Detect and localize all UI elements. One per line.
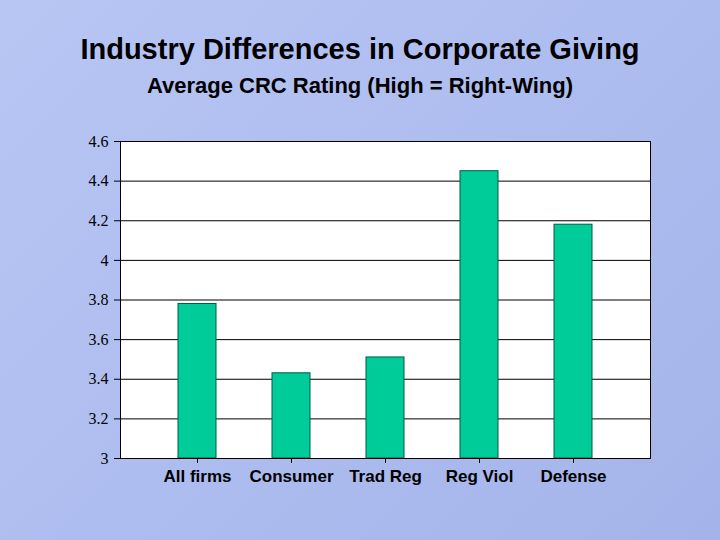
svg-text:4.6: 4.6	[89, 133, 109, 150]
svg-text:Defense: Defense	[540, 467, 606, 486]
svg-text:3.2: 3.2	[89, 410, 109, 427]
svg-text:All firms: All firms	[163, 467, 231, 486]
svg-text:3.4: 3.4	[89, 370, 109, 387]
svg-text:3.6: 3.6	[89, 331, 109, 348]
svg-text:4.2: 4.2	[89, 212, 109, 229]
svg-text:3: 3	[101, 450, 109, 467]
svg-text:Consumer: Consumer	[249, 467, 333, 486]
html-text:Industry Differences in Corpor: Industry Differences in Corporate Giving	[80, 33, 640, 65]
svg-text:4: 4	[101, 251, 109, 268]
svg-text:3.8: 3.8	[89, 291, 109, 308]
svg-text:4.4: 4.4	[89, 172, 109, 189]
svg-text:Trad Reg: Trad Reg	[349, 467, 422, 486]
html-text:Average CRC Rating (High = Rig: Average CRC Rating (High = Right-Wing)	[146, 73, 574, 98]
svg-text:Reg Viol: Reg Viol	[446, 467, 514, 486]
